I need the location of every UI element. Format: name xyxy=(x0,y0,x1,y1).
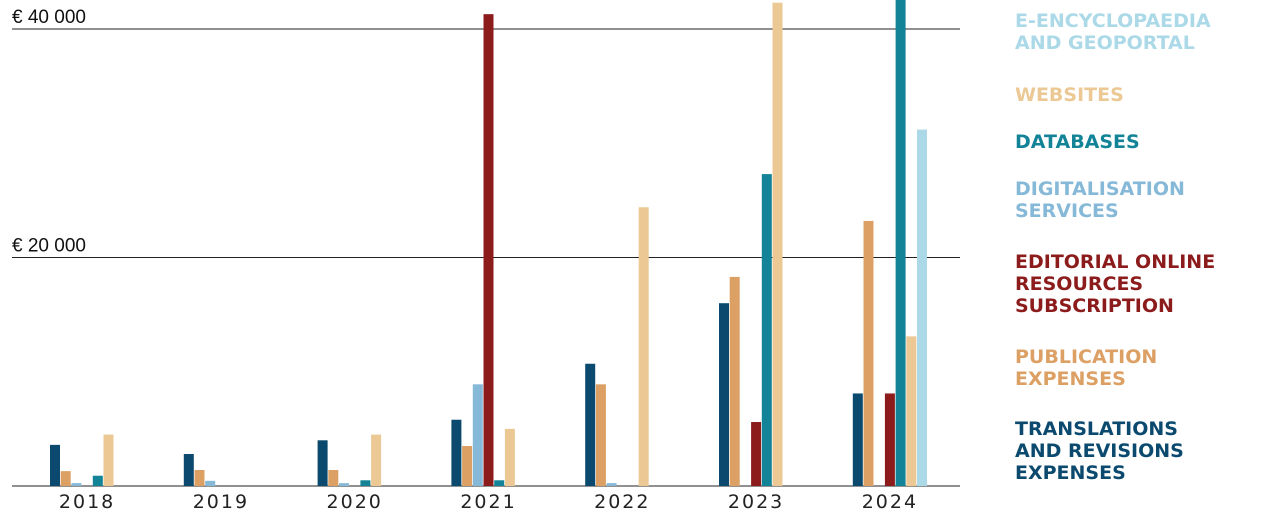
bar-2023-3 xyxy=(751,422,762,486)
x-tick-label: 2022 xyxy=(594,491,650,513)
legend-item: EDITORIAL ONLINE RESOURCES SUBSCRIPTION xyxy=(1015,251,1216,317)
bar-2023-5 xyxy=(772,2,783,486)
legend: E-ENCYCLOPAEDIA AND GEOPORTAL WEBSITES DAT… xyxy=(1015,0,1265,513)
legend-item: PUBLICATION EXPENSES xyxy=(1015,346,1158,390)
x-tick-label: 2019 xyxy=(193,491,249,513)
bar-2018-2 xyxy=(71,483,82,486)
legend-item: DIGITALISATION SERVICES xyxy=(1015,178,1185,222)
x-tick-label: 2018 xyxy=(59,491,115,513)
bar-series xyxy=(50,0,927,487)
x-tick-label: 2023 xyxy=(728,491,784,513)
bar-2021-4 xyxy=(494,480,505,486)
bar-2020-4 xyxy=(360,480,371,486)
bar-2020-0 xyxy=(317,440,328,486)
y-tick-label: € 40 000 xyxy=(12,7,86,28)
x-tick-label: 2020 xyxy=(327,491,383,513)
bar-2023-4 xyxy=(761,174,772,486)
bar-2021-2 xyxy=(472,384,483,486)
bar-2022-2 xyxy=(606,483,617,486)
bar-2020-5 xyxy=(371,434,382,486)
bar-2018-5 xyxy=(103,434,114,486)
bar-2022-1 xyxy=(595,384,606,486)
x-axis-labels: 2018 2019 2020 2021 2022 2023 2024 xyxy=(59,491,918,513)
bar-2023-0 xyxy=(719,303,729,486)
bar-2019-2 xyxy=(205,480,216,486)
bar-2024-4 xyxy=(895,0,906,486)
bar-2019-0 xyxy=(183,454,194,486)
bar-2020-2 xyxy=(339,483,349,486)
bar-2020-1 xyxy=(328,470,339,486)
bar-2021-3 xyxy=(483,14,494,487)
bar-2021-5 xyxy=(504,428,515,486)
bar-2018-0 xyxy=(50,444,60,486)
bar-2021-1 xyxy=(462,446,473,486)
bar-2018-4 xyxy=(92,475,103,486)
bar-2019-1 xyxy=(194,470,205,486)
bar-2024-0 xyxy=(852,393,863,486)
bar-2021-0 xyxy=(451,419,462,486)
bar-2024-3 xyxy=(884,393,895,486)
legend-item: DATABASES xyxy=(1015,131,1140,153)
x-tick-label: 2021 xyxy=(460,491,516,513)
bar-2022-0 xyxy=(585,363,596,486)
legend-item: TRANSLATIONS AND REVISIONS EXPENSES xyxy=(1015,418,1184,484)
bar-chart: € 40 000 € 20 000 2018 2019 2020 2021 2022 202… xyxy=(12,0,960,513)
x-tick-label: 2024 xyxy=(862,491,918,513)
bar-2022-5 xyxy=(638,207,649,487)
bar-2024-6 xyxy=(917,129,927,487)
bar-2018-1 xyxy=(60,471,71,486)
bar-2023-1 xyxy=(729,276,740,486)
legend-item: WEBSITES xyxy=(1015,84,1124,106)
y-tick-label: € 20 000 xyxy=(12,236,86,257)
bar-2024-1 xyxy=(863,220,874,486)
bar-2024-5 xyxy=(906,336,917,486)
legend-item: E-ENCYCLOPAEDIA AND GEOPORTAL xyxy=(1015,10,1211,54)
